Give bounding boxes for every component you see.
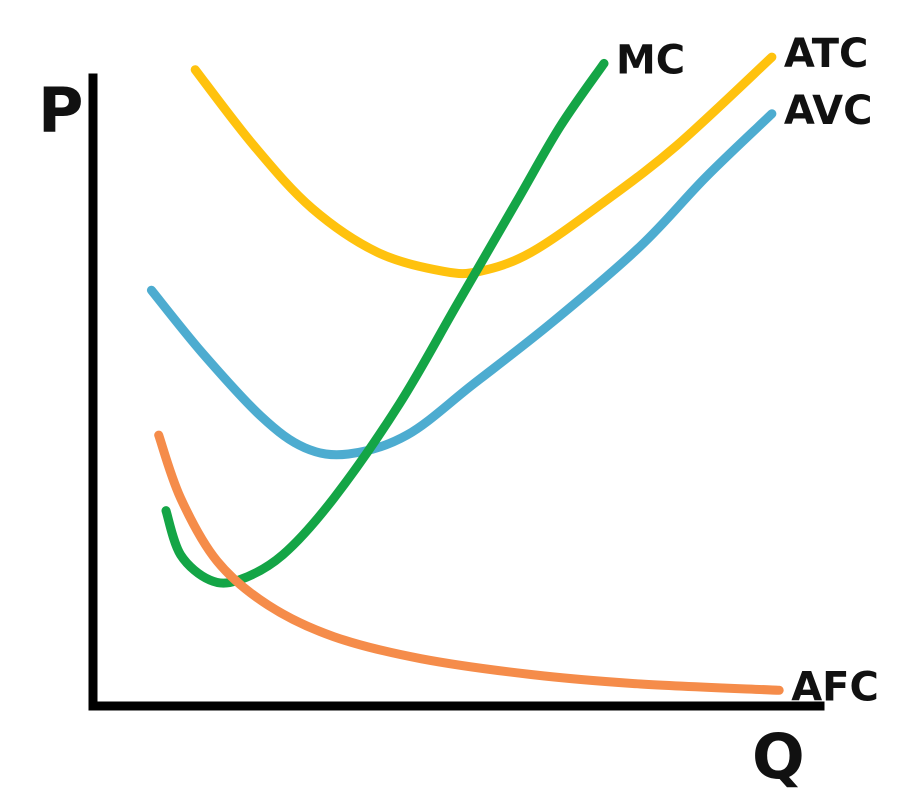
series-line-atc bbox=[190, 52, 777, 279]
series-label-atc: ATC bbox=[784, 31, 869, 77]
series-group bbox=[146, 52, 784, 695]
x-axis-label: Q bbox=[752, 720, 805, 793]
y-axis-label: P bbox=[38, 74, 83, 147]
series-line-mc bbox=[161, 58, 609, 588]
series-label-avc: AVC bbox=[784, 88, 873, 134]
series-label-afc: AFC bbox=[791, 664, 879, 710]
series-label-mc: MC bbox=[616, 37, 685, 83]
series-line-avc bbox=[146, 109, 777, 460]
series-line-afc bbox=[154, 430, 784, 695]
series-labels: ATC AVC MC AFC bbox=[616, 31, 879, 710]
